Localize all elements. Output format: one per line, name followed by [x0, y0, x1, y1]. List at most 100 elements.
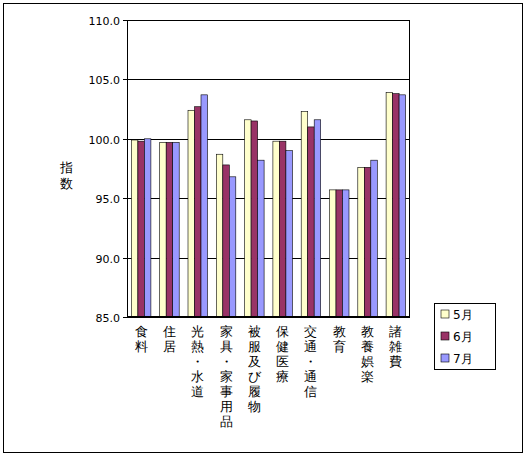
- category-label-char: 具: [220, 339, 233, 354]
- category-label-char: 事: [220, 384, 233, 399]
- category-label-char: 交: [304, 324, 317, 339]
- bar: [131, 140, 138, 317]
- category-label-char: 家: [220, 324, 233, 339]
- bar: [314, 120, 321, 317]
- plot-frame: [128, 21, 410, 317]
- category-label-char: 用: [220, 399, 233, 414]
- category-label: 被服及び履物: [248, 324, 262, 414]
- bar: [301, 111, 308, 317]
- category-label-char: 食: [135, 324, 148, 339]
- category-label-char: 楽: [361, 369, 374, 384]
- category-label-char: 娯: [361, 354, 374, 369]
- bar: [251, 121, 258, 317]
- tick-mark: [123, 139, 127, 140]
- tick-mark: [123, 20, 127, 21]
- tick-mark: [123, 317, 127, 318]
- tick-mark: [123, 198, 127, 199]
- bar: [393, 94, 400, 317]
- grid-line: [127, 317, 410, 318]
- category-label-char: 教: [361, 324, 374, 339]
- bar: [223, 165, 230, 317]
- legend-box: [435, 304, 496, 370]
- bar: [336, 190, 343, 317]
- outer-frame: [4, 4, 523, 453]
- tick-mark: [123, 79, 127, 80]
- category-label: 住居: [162, 324, 176, 354]
- bar: [308, 127, 315, 317]
- bar: [138, 141, 145, 317]
- bar: [201, 95, 208, 317]
- bar: [286, 151, 293, 317]
- bar: [279, 141, 286, 317]
- bar: [386, 92, 393, 317]
- category-label: 交通・通信: [304, 324, 317, 399]
- legend-swatch: [441, 332, 449, 340]
- plot-area: [127, 20, 410, 317]
- category-label-char: 被: [248, 324, 261, 339]
- category-label-char: 諸: [389, 324, 402, 339]
- bar: [364, 167, 371, 317]
- category-label: 教育: [333, 324, 346, 354]
- tick-mark: [123, 258, 127, 259]
- bar: [371, 160, 378, 317]
- category-label-char: ・: [191, 354, 204, 369]
- category-label: 家具・家事用品: [220, 324, 233, 429]
- category-label-char: 服: [248, 339, 261, 354]
- category-label-char: 雑: [389, 339, 402, 354]
- category-label-char: 及: [248, 354, 261, 369]
- bar: [258, 160, 265, 317]
- y-axis-label: 指数: [59, 160, 73, 191]
- category-label-char: 居: [163, 339, 176, 354]
- legend-label: 7月: [453, 352, 473, 366]
- grid-line: [127, 79, 410, 80]
- tick-label: 95.0: [96, 193, 121, 206]
- category-label-char: 通: [304, 339, 317, 354]
- bar: [273, 141, 280, 317]
- category-label-char: 水: [191, 369, 204, 384]
- category-label-char: 費: [389, 354, 402, 369]
- bar: [399, 95, 406, 317]
- category-label: 食料: [135, 324, 148, 354]
- bar: [173, 142, 180, 317]
- bar: [216, 154, 223, 317]
- category-label-char: 住: [162, 324, 176, 339]
- category-label-char: 教: [333, 324, 346, 339]
- y-axis-label-char: 指: [59, 160, 73, 175]
- category-label: 教養娯楽: [361, 324, 374, 384]
- legend-swatch: [441, 310, 449, 318]
- category-label-char: 療: [276, 369, 289, 384]
- category-label: 保健医療: [276, 324, 289, 384]
- legend-label: 6月: [453, 330, 473, 344]
- bar: [245, 120, 252, 317]
- category-label-char: 健: [276, 339, 289, 354]
- legend-swatch: [441, 354, 449, 362]
- category-label-char: 熱: [191, 339, 204, 354]
- category-label-char: 保: [276, 324, 289, 339]
- category-label-char: 物: [248, 399, 261, 414]
- bar: [166, 142, 173, 317]
- tick-label: 90.0: [96, 253, 121, 266]
- tick-label: 85.0: [96, 312, 121, 325]
- tick-label: 100.0: [89, 134, 121, 147]
- category-label-char: 養: [361, 339, 374, 354]
- category-label-char: 光: [191, 324, 204, 339]
- bar: [188, 110, 195, 317]
- category-label: 諸雑費: [389, 324, 402, 369]
- legend-label: 5月: [453, 308, 473, 322]
- grid-line: [127, 139, 410, 140]
- category-label-char: 履: [248, 384, 261, 399]
- bar: [195, 107, 202, 317]
- tick-label: 105.0: [89, 74, 121, 87]
- category-label-char: 家: [220, 369, 233, 384]
- y-axis-label-char: 数: [60, 176, 73, 191]
- tick-label: 110.0: [89, 15, 121, 28]
- category-label-char: び: [248, 369, 262, 384]
- category-label-char: 信: [304, 384, 317, 399]
- category-label-char: 育: [333, 339, 346, 354]
- bar: [358, 167, 365, 317]
- category-label-char: 料: [135, 339, 148, 354]
- category-label-char: 品: [220, 414, 233, 429]
- category-label: 光熱・水道: [191, 324, 204, 399]
- bar: [229, 177, 236, 317]
- bars: [131, 92, 405, 317]
